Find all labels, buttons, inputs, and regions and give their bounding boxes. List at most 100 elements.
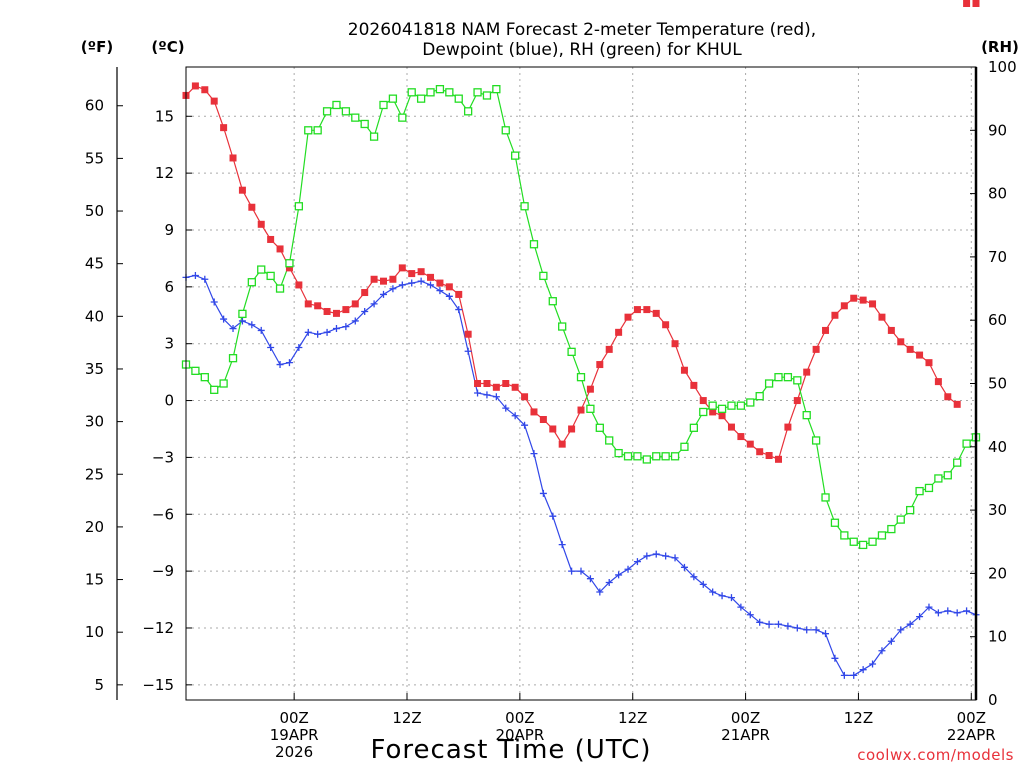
temperature-point: [351, 300, 359, 308]
dewpoint-point: [784, 622, 792, 630]
dewpoint-point: [351, 317, 359, 325]
temperature-point: [887, 326, 895, 334]
celsius-tick-label: 0: [164, 392, 174, 410]
temperature-point: [709, 408, 717, 416]
dewpoint-point: [690, 573, 698, 581]
dewpoint-point: [370, 300, 378, 308]
temperature-point: [483, 380, 491, 387]
rh-point: [811, 436, 821, 445]
temperature-point: [897, 338, 905, 346]
temperature-point: [727, 423, 735, 431]
dewpoint-point: [220, 315, 228, 323]
dewpoint-point: [605, 578, 613, 586]
rh-point: [332, 100, 341, 110]
rh-point: [830, 518, 840, 527]
temperature-point: [615, 328, 623, 336]
temperature-point: [633, 306, 641, 314]
temperature-point: [916, 351, 924, 359]
dewpoint-point: [342, 323, 350, 331]
rh-point: [247, 278, 256, 287]
time-tick-label: 19APR: [270, 726, 319, 744]
temperature-point: [831, 311, 839, 319]
dewpoint-point: [549, 512, 557, 520]
dewpoint-point: [869, 660, 877, 668]
credit-text: coolwx.com/models: [857, 746, 1014, 764]
dewpoint-point: [850, 671, 858, 679]
dewpoint-point: [267, 343, 275, 351]
temperature-point: [492, 383, 500, 391]
rh-point: [219, 379, 228, 388]
rh-point: [764, 379, 774, 388]
rh-point: [492, 85, 501, 94]
temperature-point: [859, 296, 867, 304]
dewpoint-point: [408, 279, 416, 287]
rh-point: [576, 373, 586, 382]
dewpoint-point: [878, 647, 886, 655]
dewpoint-point: [756, 618, 764, 626]
temperature-point: [361, 289, 369, 297]
rh-point: [783, 373, 793, 382]
rh-point: [727, 401, 736, 410]
rh-point: [407, 88, 416, 97]
rh-point: [906, 505, 915, 515]
dewpoint-point: [210, 298, 218, 306]
dewpoint-point: [944, 607, 952, 615]
temperature-point: [238, 186, 246, 194]
temperature-point: [474, 380, 482, 387]
rh-tick-label: 70: [988, 248, 1007, 266]
dewpoint-point: [709, 588, 717, 596]
rh-tick-label: 40: [988, 438, 1007, 456]
dewpoint-point: [427, 281, 435, 289]
rh-point: [868, 537, 877, 546]
rh-point: [388, 94, 398, 103]
temperature-point: [577, 406, 585, 414]
temperature-point: [756, 448, 764, 456]
rh-point: [304, 126, 313, 135]
celsius-tick-label: 15: [155, 107, 174, 125]
temperature-point: [699, 397, 707, 405]
dewpoint-point: [624, 565, 632, 573]
temperature-point: [662, 321, 670, 329]
rh-tick-label: 90: [988, 121, 1007, 139]
rh-point: [774, 373, 783, 382]
rh-point: [699, 407, 708, 417]
dewpoint-point: [389, 285, 397, 293]
temperature-point: [370, 275, 378, 283]
dewpoint-point: [492, 393, 500, 401]
time-tick-label: 2026: [275, 743, 313, 761]
dewpoint-point: [831, 654, 839, 662]
temperature-point: [934, 378, 942, 386]
dewpoint-point: [455, 306, 463, 314]
dewpoint-point: [539, 489, 547, 497]
rh-point: [275, 284, 285, 293]
series-line-1: [185, 274, 977, 677]
dewpoint-point: [671, 554, 679, 562]
temperature-point: [944, 393, 952, 401]
dewpoint-point: [285, 359, 293, 367]
temperature-point: [342, 306, 350, 314]
rh-point: [708, 401, 717, 410]
rh-point: [934, 474, 943, 483]
temperature-point: [568, 425, 576, 433]
temperature-point: [972, 0, 980, 7]
fahrenheit-tick-label: 50: [85, 202, 104, 220]
dewpoint-point: [615, 571, 623, 579]
temperature-point: [220, 124, 228, 132]
rh-point: [887, 524, 896, 534]
dewpoint-point: [906, 620, 914, 628]
temperature-point: [332, 309, 340, 317]
celsius-tick-label: −6: [152, 505, 174, 523]
celsius-tick-label: 12: [155, 164, 174, 182]
dewpoint-point: [483, 391, 491, 399]
rh-point: [360, 119, 369, 129]
dewpoint-point: [737, 603, 745, 611]
celsius-unit-label: (ºC): [151, 38, 184, 56]
temperature-point: [718, 412, 726, 420]
temperature-point: [690, 381, 698, 389]
rh-point: [896, 515, 905, 524]
temperature-point: [436, 279, 444, 287]
dewpoint-point: [521, 421, 529, 429]
time-tick-label: 22APR: [947, 726, 996, 744]
temperature-point: [285, 264, 293, 272]
